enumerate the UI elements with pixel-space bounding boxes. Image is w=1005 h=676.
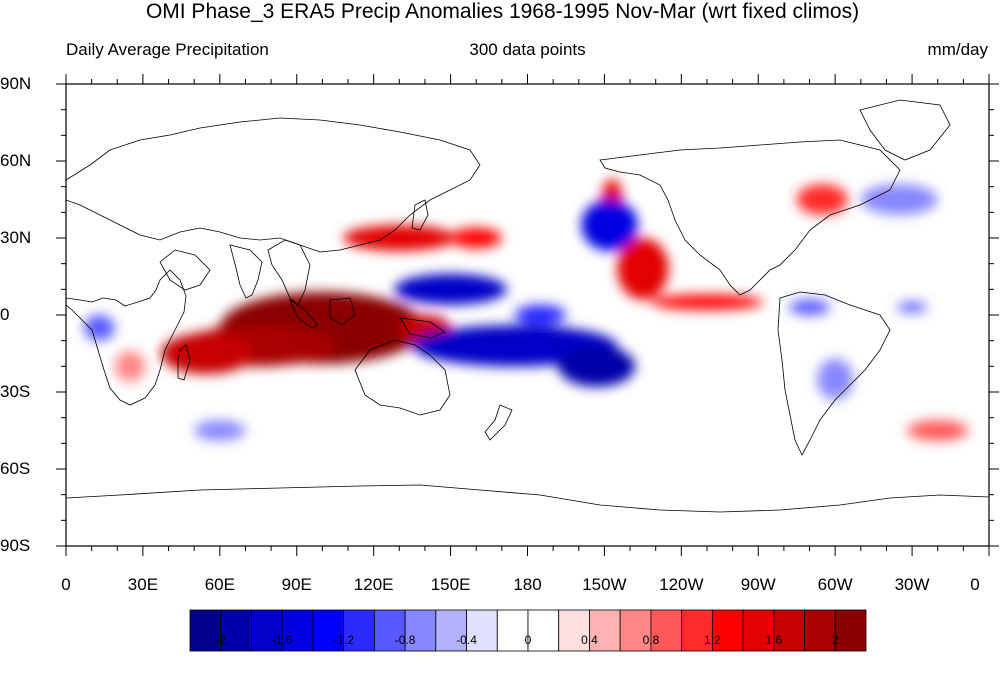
lat-label: 60N — [0, 151, 32, 170]
lon-label: 90W — [740, 575, 776, 594]
lon-label: 30E — [127, 575, 159, 594]
subtitle-center: 300 data points — [469, 40, 586, 59]
coast-north-america — [599, 139, 901, 296]
coast-new-zealand — [484, 404, 513, 441]
subtitle-left: Daily Average Precipitation — [66, 40, 269, 59]
coast-madagascar — [177, 344, 191, 381]
anomaly-blob-3 — [330, 307, 392, 349]
anomaly-blob-5 — [342, 225, 456, 251]
coast-eurasia — [66, 117, 481, 253]
colorbar-label: -0.8 — [394, 633, 416, 647]
coast-arabia — [159, 249, 211, 291]
anomaly-blob-21 — [860, 184, 938, 215]
colorbar-box — [189, 609, 222, 652]
lon-label: 120E — [353, 575, 394, 594]
subtitle-right: mm/day — [927, 40, 988, 59]
anomaly-blob-10 — [796, 184, 848, 215]
lon-label: 150E — [430, 575, 471, 594]
colorbar-label: 0.4 — [581, 633, 598, 647]
colorbar-box — [220, 609, 252, 652]
anomaly-blob-23 — [114, 350, 146, 382]
coast-greenland — [859, 99, 951, 161]
lon-label: 60E — [204, 575, 235, 594]
lat-label: 60S — [0, 459, 31, 478]
colorbar-box — [404, 609, 437, 652]
coast-australia — [354, 339, 451, 416]
anomaly-blob-20 — [817, 358, 854, 400]
colorbar-box — [435, 609, 467, 652]
colorbar-label: -1.6 — [271, 633, 293, 647]
coast-antarctica — [66, 484, 989, 513]
colorbar-label: 1.2 — [704, 633, 721, 647]
anomaly-blob-7 — [617, 237, 669, 300]
colorbar-label: 2 — [831, 633, 839, 647]
lon-label: 60W — [817, 575, 853, 594]
lon-label: 0 — [61, 575, 71, 594]
anomaly-blob-18 — [83, 315, 115, 341]
colorbar-box — [373, 609, 406, 652]
lon-label: 30W — [894, 575, 930, 594]
anomaly-blob-16 — [789, 299, 831, 315]
colorbar-box — [650, 609, 683, 652]
lat-label: 90N — [0, 74, 32, 93]
lon-label: 180 — [513, 575, 542, 594]
coast-sumatra — [289, 298, 319, 329]
colorbar-box — [681, 609, 713, 652]
colorbar-box — [589, 609, 621, 652]
anomaly-blob-6 — [450, 227, 502, 249]
colorbar-label: 0.8 — [642, 633, 660, 647]
coastlines — [66, 99, 989, 513]
colorbar-label: 1.6 — [765, 633, 783, 647]
lat-label: 30N — [0, 228, 32, 247]
anomaly-blob-14 — [558, 345, 636, 387]
anomaly-blob-2 — [160, 332, 254, 375]
anomaly-blob-12 — [514, 304, 566, 326]
coast-india — [229, 244, 263, 299]
lat-label: 0 — [0, 305, 10, 324]
anomaly-blob-19 — [194, 420, 246, 441]
colorbar-box — [466, 609, 498, 652]
anomaly-blob-22 — [906, 420, 969, 441]
coast-south-america — [777, 291, 891, 456]
anomaly-blob-11 — [394, 273, 507, 305]
colorbar-box — [834, 609, 867, 652]
chart-title: OMI Phase_3 ERA5 Precip Anomalies 1968-1… — [145, 0, 860, 23]
colorbar-box — [742, 609, 775, 652]
coast-new-guinea — [399, 317, 446, 339]
lon-label: 150W — [582, 575, 627, 594]
colorbar-box — [312, 609, 345, 652]
anomaly-blob-8 — [650, 294, 764, 310]
colorbar-box — [558, 609, 590, 652]
anomaly-blob-15 — [581, 199, 638, 251]
colorbar-label: 0 — [524, 633, 532, 647]
colorbar-label: -0.4 — [456, 633, 477, 647]
lon-label: 120W — [659, 575, 704, 594]
coast-borneo — [329, 297, 356, 326]
coast-japan — [411, 199, 429, 231]
lat-label: 90S — [0, 536, 31, 555]
axis-ticks — [56, 74, 999, 556]
colorbar-box — [527, 609, 560, 652]
colorbar-box — [804, 609, 836, 652]
colorbar-box — [343, 609, 375, 652]
colorbar — [189, 609, 867, 652]
colorbar-box — [251, 609, 283, 652]
lat-label: 30S — [0, 382, 31, 401]
lon-label: 0 — [970, 575, 980, 594]
anomaly-blob-17 — [896, 302, 928, 313]
colorbar-box — [773, 609, 805, 652]
lon-label: 90E — [281, 575, 312, 594]
coast-africa — [66, 269, 187, 406]
colorbar-label: -1.2 — [333, 633, 354, 647]
colorbar-label: -2 — [215, 633, 227, 647]
anomaly-field — [83, 178, 969, 441]
colorbar-box — [619, 609, 652, 652]
